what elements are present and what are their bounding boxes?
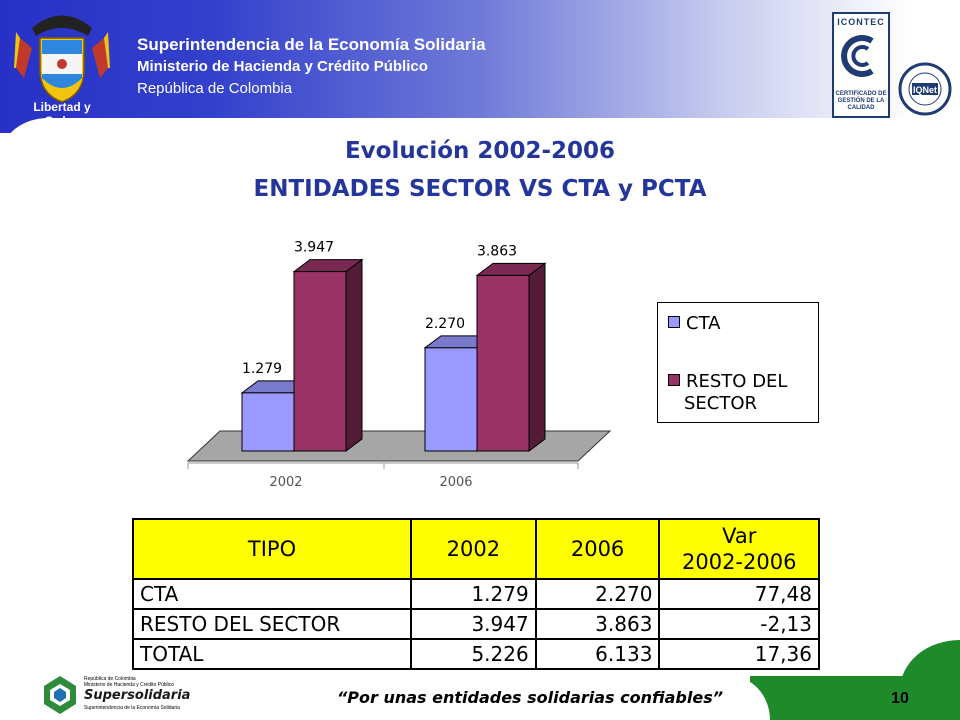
data-label: 3.863 [477, 243, 517, 259]
cell-tipo: TOTAL [131, 638, 413, 670]
supersolidaria-ministry: Ministerio de Hacienda y Crédito Público [84, 682, 175, 688]
cell-2006: 6.133 [534, 638, 661, 670]
legend-item-cta: CTA [668, 313, 720, 335]
supersolidaria-name: Supersolidaria [84, 688, 191, 703]
bar-resto-del-sector-2006 [476, 274, 530, 452]
table-row: CTA 1.279 2.270 77,48 [131, 578, 820, 610]
icontec-mark-icon [841, 35, 874, 77]
header-band [0, 0, 960, 133]
bar-cta-2002 [241, 392, 295, 452]
header-var-line1: Var [722, 524, 757, 548]
header-var: Var 2002-2006 [658, 518, 820, 580]
data-label: 1.279 [242, 361, 282, 377]
bar-side-resto-del-sector-2006 [528, 262, 546, 452]
cell-var: 17,36 [658, 638, 820, 670]
motto-text: Libertad y Orden [33, 100, 91, 128]
bar-chart-svg: 1.279 3.947 2002 2.270 3.863 2006 [186, 240, 612, 490]
header-2002: 2002 [410, 518, 537, 580]
legend-swatch-resto [668, 374, 680, 386]
cell-tipo: RESTO DEL SECTOR [131, 608, 413, 640]
supersolidaria-logo-icon [40, 672, 80, 716]
slide-subtitle: ENTIDADES SECTOR VS CTA y PCTA [253, 176, 707, 202]
cell-2002: 3.947 [410, 608, 537, 640]
cell-2002: 1.279 [410, 578, 537, 610]
table-row: TOTAL 5.226 6.133 17,36 [131, 638, 820, 670]
header-var-line2: 2002-2006 [681, 550, 797, 574]
x-tick-label: 2002 [269, 475, 302, 490]
data-label: 3.947 [294, 240, 334, 256]
bar-cta-2006 [424, 347, 478, 452]
header-curve [0, 118, 960, 158]
legend-label-resto-2: SECTOR [684, 393, 758, 414]
chart-legend: CTA RESTO DEL SECTOR [657, 302, 819, 423]
supersolidaria-country: República de Colombia [84, 676, 136, 682]
page-number: 10 [891, 690, 909, 707]
organization-block: Superintendencia de la Economía Solidari… [137, 34, 486, 100]
org-ministry: Ministerio de Hacienda y Crédito Público [137, 58, 428, 75]
cell-var: 77,48 [658, 578, 820, 610]
legend-item-resto: RESTO DEL SECTOR [668, 371, 787, 415]
x-tick-label: 2006 [439, 475, 472, 490]
iqnet-name: IQNet [913, 85, 937, 95]
legend-label-resto-1: RESTO DEL [686, 371, 788, 392]
data-table: TIPO 2002 2006 Var 2002-2006 CTA 1.279 2… [131, 518, 820, 670]
footer-green-band [750, 676, 960, 720]
supersolidaria-top-text: República de Colombia Ministerio de Haci… [84, 676, 174, 688]
cell-2002: 5.226 [410, 638, 537, 670]
icontec-name: ICONTEC [837, 17, 885, 27]
bar-resto-del-sector-2002 [293, 271, 347, 452]
cell-var: -2,13 [658, 608, 820, 640]
icontec-certification-logo: ICONTEC CERTIFICADO DE GESTIÓN DE LA CAL… [832, 12, 890, 118]
coat-of-arms-icon [12, 8, 112, 124]
cell-2006: 3.863 [534, 608, 661, 640]
header-2006: 2006 [534, 518, 661, 580]
legend-swatch-cta [668, 316, 680, 328]
legend-label-cta: CTA [686, 313, 721, 334]
header-tipo: TIPO [131, 518, 413, 580]
footer-white-area [0, 676, 770, 720]
slide-title: Evolución 2002-2006 [344, 138, 616, 164]
icontec-caption: CERTIFICADO DE GESTIÓN DE LA CALIDAD [835, 91, 887, 111]
cell-tipo: CTA [131, 578, 413, 610]
data-label: 2.270 [425, 316, 465, 332]
org-country: República de Colombia [137, 80, 293, 97]
bar-side-resto-del-sector-2002 [345, 258, 363, 452]
iqnet-certification-logo: IQNet [898, 62, 952, 116]
supersolidaria-subtitle: Superintendencia de la Economía Solidari… [84, 705, 180, 711]
cell-2006: 2.270 [534, 578, 661, 610]
org-name: Superintendencia de la Economía Solidari… [137, 35, 486, 54]
table-header-row: TIPO 2002 2006 Var 2002-2006 [131, 518, 820, 580]
table-row: RESTO DEL SECTOR 3.947 3.863 -2,13 [131, 608, 820, 640]
bar-chart: 1.279 3.947 2002 2.270 3.863 2006 [180, 215, 620, 495]
footer-slogan: “Por unas entidades solidarias confiable… [336, 688, 724, 707]
